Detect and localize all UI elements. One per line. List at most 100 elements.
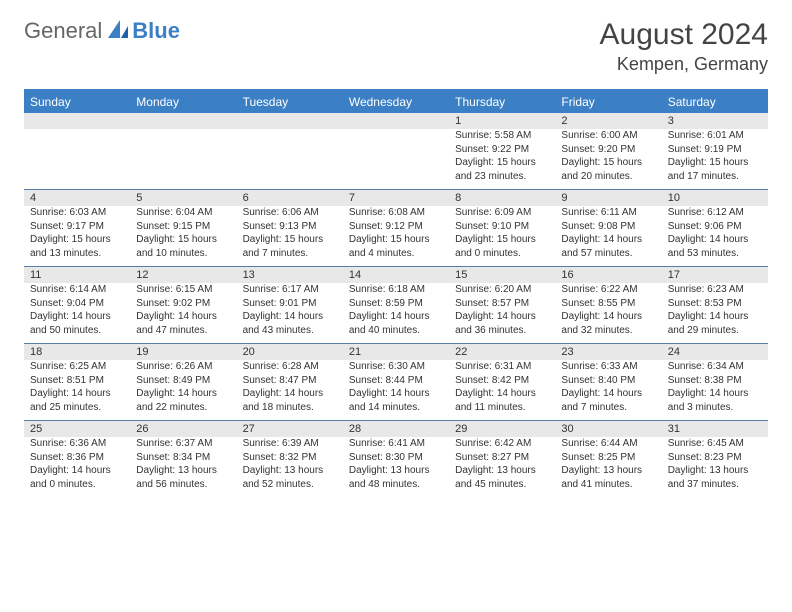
- day-cell: [130, 129, 236, 189]
- day-cell: Sunrise: 6:26 AMSunset: 8:49 PMDaylight:…: [130, 360, 236, 420]
- title-block: August 2024 Kempen, Germany: [600, 18, 768, 75]
- date-number: 11: [24, 266, 130, 283]
- day-cell: Sunrise: 6:20 AMSunset: 8:57 PMDaylight:…: [449, 283, 555, 343]
- day-cell: Sunrise: 6:06 AMSunset: 9:13 PMDaylight:…: [237, 206, 343, 266]
- weeks-container: 1 23 Sunrise: 5:58 AMSunset: 9:22 PM Daylig…: [24, 113, 768, 497]
- sunrise-text: Sunrise: 6:44 AM: [561, 437, 655, 451]
- date-number: 1: [449, 113, 555, 129]
- date-number: 23: [555, 343, 661, 360]
- sunset-text: Sunset: 9:10 PM: [455, 220, 549, 234]
- sunset-text: Sunset: 8:34 PM: [136, 451, 230, 465]
- day-cell: Sunrise: 6:01 AMSunset: 9:19 PMDaylight:…: [662, 129, 768, 189]
- day-cell: Sunrise: 6:33 AMSunset: 8:40 PMDaylight:…: [555, 360, 661, 420]
- date-number: 30: [555, 420, 661, 437]
- day-header: Wednesday: [343, 91, 449, 113]
- daylight-text: Daylight: 13 hours and 52 minutes.: [243, 464, 337, 491]
- sunrise-text: Sunrise: 6:28 AM: [243, 360, 337, 374]
- daylight-text: Daylight: 15 hours and 17 minutes.: [668, 156, 762, 183]
- sunrise-text: Sunrise: 6:11 AM: [561, 206, 655, 220]
- logo-text-1: General: [24, 18, 102, 44]
- week-row: 18192021222324Sunrise: 6:25 AMSunset: 8:…: [24, 343, 768, 420]
- daylight-text: Daylight: 14 hours and 53 minutes.: [668, 233, 762, 260]
- sunrise-text: Sunrise: 5:58 AM: [455, 129, 549, 143]
- day-cell: Sunrise: 6:25 AMSunset: 8:51 PMDaylight:…: [24, 360, 130, 420]
- daylight-text: Daylight: 14 hours and 47 minutes.: [136, 310, 230, 337]
- sunrise-text: Sunrise: 6:23 AM: [668, 283, 762, 297]
- day-cell: Sunrise: 6:22 AMSunset: 8:55 PMDaylight:…: [555, 283, 661, 343]
- day-cell: Sunrise: 6:41 AMSunset: 8:30 PMDaylight:…: [343, 437, 449, 497]
- sunset-text: Sunset: 9:06 PM: [668, 220, 762, 234]
- date-number: 17: [662, 266, 768, 283]
- sunrise-text: Sunrise: 6:01 AM: [668, 129, 762, 143]
- sunset-text: Sunset: 8:40 PM: [561, 374, 655, 388]
- date-number: 15: [449, 266, 555, 283]
- daylight-text: Daylight: 14 hours and 50 minutes.: [30, 310, 124, 337]
- sunset-text: Sunset: 9:02 PM: [136, 297, 230, 311]
- daylight-text: Daylight: 14 hours and 32 minutes.: [561, 310, 655, 337]
- sunrise-text: Sunrise: 6:45 AM: [668, 437, 762, 451]
- daylight-text: Daylight: 14 hours and 43 minutes.: [243, 310, 337, 337]
- day-cell: Sunrise: 6:08 AMSunset: 9:12 PMDaylight:…: [343, 206, 449, 266]
- header: General Blue August 2024 Kempen, Germany: [24, 18, 768, 75]
- sunset-text: Sunset: 9:20 PM: [561, 143, 655, 157]
- date-number: [343, 113, 449, 129]
- sunrise-text: Sunrise: 6:36 AM: [30, 437, 124, 451]
- logo-sail-icon: [108, 18, 128, 44]
- day-cell: Sunrise: 6:42 AMSunset: 8:27 PMDaylight:…: [449, 437, 555, 497]
- calendar-grid: Sunday Monday Tuesday Wednesday Thursday…: [24, 89, 768, 497]
- sunset-text: Sunset: 8:49 PM: [136, 374, 230, 388]
- sunset-text: Sunset: 8:30 PM: [349, 451, 443, 465]
- date-number: [237, 113, 343, 129]
- daylight-text: Daylight: 13 hours and 45 minutes.: [455, 464, 549, 491]
- day-header: Thursday: [449, 91, 555, 113]
- sunrise-text: Sunrise: 6:15 AM: [136, 283, 230, 297]
- daylight-text: Daylight: 14 hours and 14 minutes.: [349, 387, 443, 414]
- sunset-text: Sunset: 9:22 PM: [455, 143, 549, 157]
- date-number: 10: [662, 189, 768, 206]
- date-number: 25: [24, 420, 130, 437]
- daylight-text: Daylight: 14 hours and 3 minutes.: [668, 387, 762, 414]
- date-number: 21: [343, 343, 449, 360]
- day-header-row: Sunday Monday Tuesday Wednesday Thursday…: [24, 91, 768, 113]
- sunrise-text: Sunrise: 6:22 AM: [561, 283, 655, 297]
- week-row: 11121314151617Sunrise: 6:14 AMSunset: 9:…: [24, 266, 768, 343]
- day-cell: Sunrise: 6:45 AMSunset: 8:23 PMDaylight:…: [662, 437, 768, 497]
- month-title: August 2024: [600, 18, 768, 52]
- daylight-text: Daylight: 13 hours and 56 minutes.: [136, 464, 230, 491]
- date-number: 6: [237, 189, 343, 206]
- sunrise-text: Sunrise: 6:04 AM: [136, 206, 230, 220]
- sunrise-text: Sunrise: 6:25 AM: [30, 360, 124, 374]
- daylight-text: Daylight: 15 hours and 4 minutes.: [349, 233, 443, 260]
- sunrise-text: Sunrise: 6:06 AM: [243, 206, 337, 220]
- day-header: Tuesday: [237, 91, 343, 113]
- sunset-text: Sunset: 8:25 PM: [561, 451, 655, 465]
- location: Kempen, Germany: [600, 54, 768, 75]
- date-number: 19: [130, 343, 236, 360]
- sunset-text: Sunset: 8:44 PM: [349, 374, 443, 388]
- sunset-text: Sunset: 8:27 PM: [455, 451, 549, 465]
- sunset-text: Sunset: 9:04 PM: [30, 297, 124, 311]
- day-cell: [237, 129, 343, 189]
- sunrise-text: Sunrise: 6:18 AM: [349, 283, 443, 297]
- date-number: 28: [343, 420, 449, 437]
- sunrise-text: Sunrise: 6:17 AM: [243, 283, 337, 297]
- sunset-text: Sunset: 8:55 PM: [561, 297, 655, 311]
- sunset-text: Sunset: 8:51 PM: [30, 374, 124, 388]
- date-number: 24: [662, 343, 768, 360]
- sunrise-text: Sunrise: 6:42 AM: [455, 437, 549, 451]
- sunset-text: Sunset: 8:53 PM: [668, 297, 762, 311]
- date-number: 12: [130, 266, 236, 283]
- date-number: 8: [449, 189, 555, 206]
- logo-text-2: Blue: [132, 18, 180, 44]
- sunrise-text: Sunrise: 6:09 AM: [455, 206, 549, 220]
- date-number: 22: [449, 343, 555, 360]
- sunrise-text: Sunrise: 6:12 AM: [668, 206, 762, 220]
- day-cell: Sunrise: 6:09 AMSunset: 9:10 PMDaylight:…: [449, 206, 555, 266]
- sunset-text: Sunset: 8:38 PM: [668, 374, 762, 388]
- sunrise-text: Sunrise: 6:31 AM: [455, 360, 549, 374]
- day-cell: Sunrise: 6:00 AMSunset: 9:20 PMDaylight:…: [555, 129, 661, 189]
- sunset-text: Sunset: 9:19 PM: [668, 143, 762, 157]
- daylight-text: Daylight: 14 hours and 36 minutes.: [455, 310, 549, 337]
- sunrise-text: Sunrise: 6:26 AM: [136, 360, 230, 374]
- date-number: 2: [555, 113, 661, 129]
